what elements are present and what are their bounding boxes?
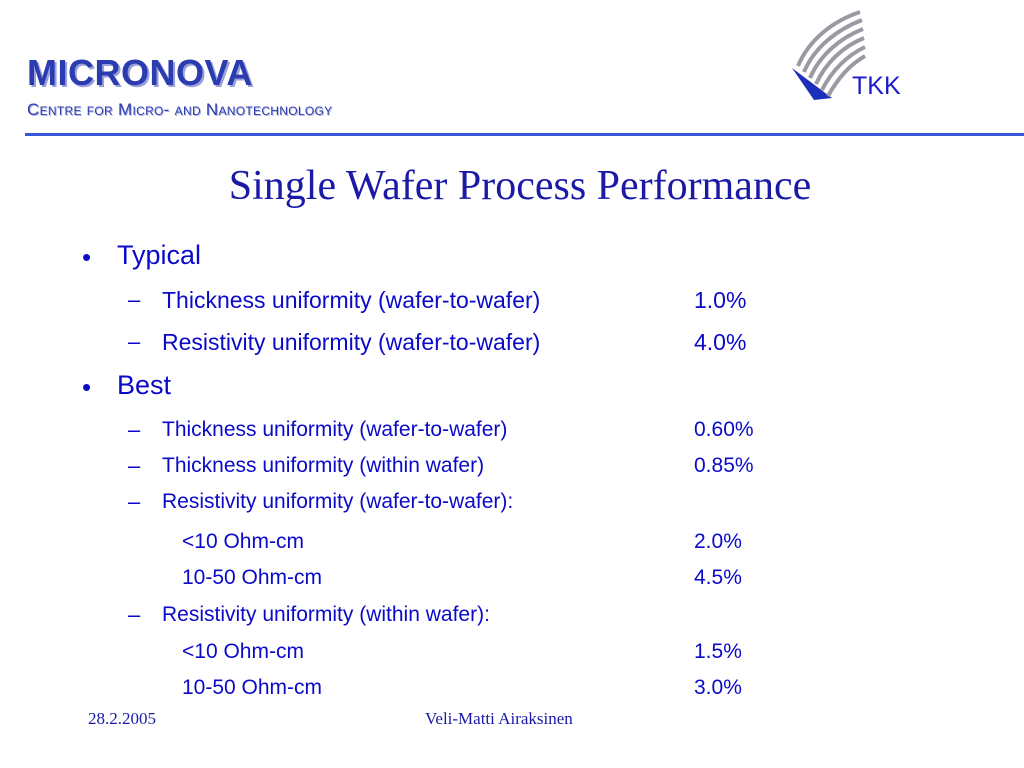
- sub-item-value: 3.0%: [694, 676, 742, 699]
- section-heading-typical: Typical: [117, 240, 202, 270]
- slide-title: Single Wafer Process Performance: [228, 163, 812, 209]
- sub-item-label: 10-50 Ohm-cm: [182, 676, 323, 699]
- footer-date: 28.2.2005: [88, 709, 156, 728]
- list-item-label: Thickness uniformity (within wafer): [162, 454, 485, 477]
- micronova-subtitle: Centre for Micro- and Nanotechnology: [27, 100, 333, 119]
- dash-icon: –: [128, 453, 141, 478]
- dash-icon: –: [128, 602, 141, 627]
- tkk-emblem-icon: [792, 10, 867, 100]
- tkk-label: TKK: [852, 72, 901, 100]
- sub-item-value: 4.5%: [694, 566, 742, 589]
- footer-author: Veli-Matti Airaksinen: [425, 709, 573, 728]
- header-divider: [25, 133, 1024, 136]
- list-item-label: Thickness uniformity (wafer-to-wafer): [162, 418, 508, 441]
- list-item-label: Resistivity uniformity (wafer-to-wafer):: [162, 490, 514, 513]
- dash-icon: –: [128, 329, 141, 354]
- dash-icon: –: [128, 489, 141, 514]
- list-item-label: Resistivity uniformity (within wafer):: [162, 603, 490, 626]
- list-item-value: 1.0%: [694, 287, 747, 313]
- list-item-label: Resistivity uniformity (wafer-to-wafer): [162, 329, 541, 355]
- sub-item-label: <10 Ohm-cm: [182, 640, 304, 663]
- micronova-logo-text: MICRONOVA: [27, 52, 253, 93]
- section-heading-best: Best: [117, 370, 172, 400]
- list-item-value: 0.85%: [694, 454, 754, 477]
- dash-icon: –: [128, 417, 141, 442]
- list-item-value: 4.0%: [694, 329, 747, 355]
- list-item-value: 0.60%: [694, 418, 754, 441]
- sub-item-label: <10 Ohm-cm: [182, 530, 304, 553]
- list-item-label: Thickness uniformity (wafer-to-wafer): [162, 287, 541, 313]
- sub-item-value: 1.5%: [694, 640, 742, 663]
- sub-item-label: 10-50 Ohm-cm: [182, 566, 323, 589]
- sub-item-value: 2.0%: [694, 530, 742, 553]
- dash-icon: –: [128, 287, 141, 312]
- bullet-icon: •: [82, 242, 92, 272]
- bullet-icon: •: [82, 372, 92, 402]
